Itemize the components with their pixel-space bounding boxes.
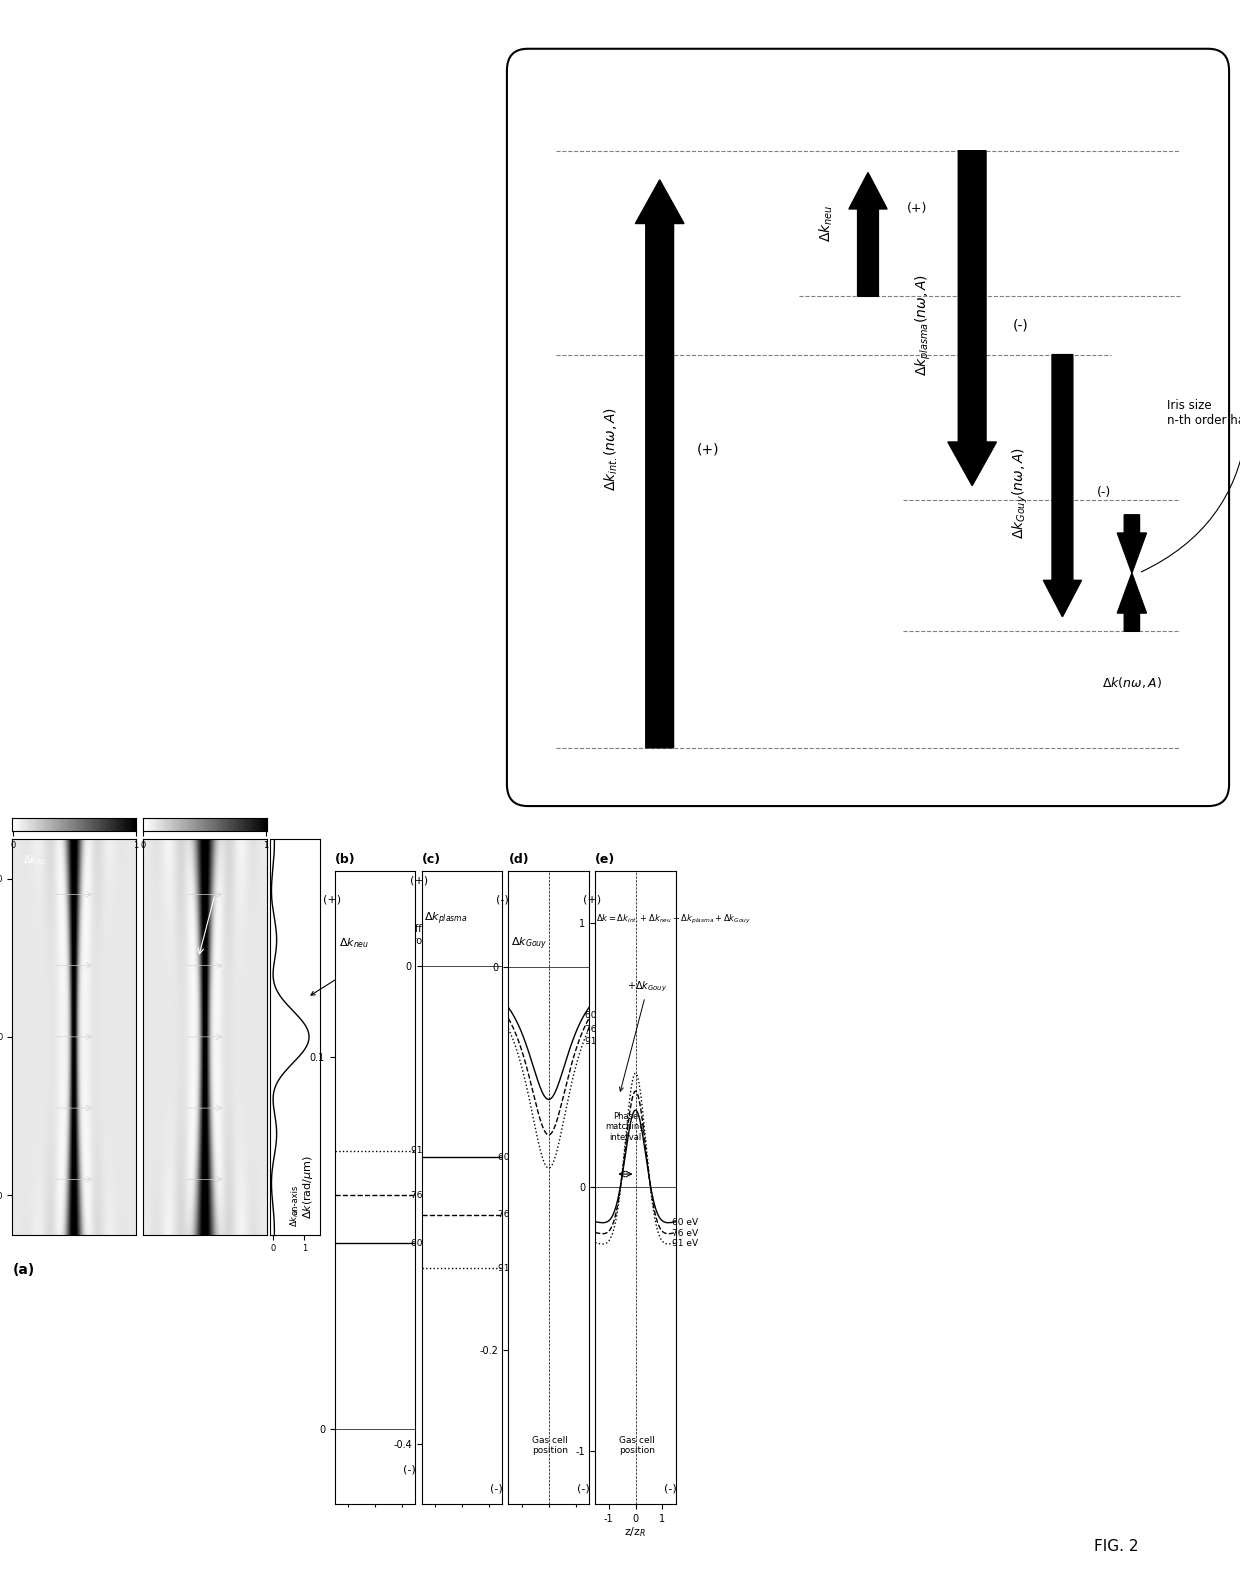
Text: (-): (-): [490, 1483, 503, 1493]
Text: Phase
matching
interval: Phase matching interval: [605, 1111, 645, 1141]
Text: (+): (+): [906, 203, 926, 215]
Text: (-): (-): [1097, 486, 1111, 500]
Text: Defocusing effect
generates strong
$\Delta k_{int.}$: Defocusing effect generates strong $\Del…: [311, 924, 436, 996]
Text: 76 eV: 76 eV: [412, 1190, 438, 1200]
FancyArrow shape: [635, 180, 684, 747]
Text: 60 eV: 60 eV: [585, 1012, 611, 1021]
Text: 91 eV: 91 eV: [585, 1037, 611, 1046]
Text: 91 eV: 91 eV: [498, 1263, 525, 1273]
Text: (+): (+): [697, 442, 719, 456]
Text: 60 eV: 60 eV: [412, 1238, 438, 1247]
Text: (-): (-): [496, 894, 510, 904]
Text: (d): (d): [508, 853, 529, 866]
Text: $\Delta k(n\omega,A)$: $\Delta k(n\omega,A)$: [1102, 674, 1162, 690]
Text: Gas cell
position: Gas cell position: [619, 1436, 655, 1455]
Text: +$\Delta k_{Gouy}$: +$\Delta k_{Gouy}$: [620, 980, 668, 1091]
FancyArrow shape: [947, 150, 997, 486]
X-axis label: z/z$_R$: z/z$_R$: [625, 1524, 646, 1539]
Text: $\Delta k_{int.}$: $\Delta k_{int.}$: [22, 853, 47, 866]
Text: $\Delta k_{plasma}$: $\Delta k_{plasma}$: [424, 910, 467, 928]
Text: 60 eV: 60 eV: [672, 1217, 698, 1227]
FancyArrow shape: [1117, 573, 1147, 632]
Text: 91 eV: 91 eV: [412, 1146, 438, 1156]
Text: Iris size
n-th order harmonic energy: Iris size n-th order harmonic energy: [1141, 399, 1240, 571]
Text: $\Delta k_{neu}$: $\Delta k_{neu}$: [339, 937, 370, 950]
Text: $\Delta k$(rad/$\mu$m): $\Delta k$(rad/$\mu$m): [300, 1156, 315, 1219]
Text: $\Delta k_{plasma}(n\omega,A)$: $\Delta k_{plasma}(n\omega,A)$: [914, 274, 934, 377]
FancyArrow shape: [1117, 514, 1147, 573]
Text: 60 eV: 60 eV: [498, 1152, 525, 1162]
Text: $\Delta k_{neu}$: $\Delta k_{neu}$: [817, 204, 835, 242]
Text: $\Delta k_{int.}(n\omega,A)$: $\Delta k_{int.}(n\omega,A)$: [603, 407, 620, 491]
Text: $\Delta k_{Gouy}$: $\Delta k_{Gouy}$: [511, 936, 547, 953]
FancyArrow shape: [1043, 355, 1081, 617]
Text: (-): (-): [403, 1464, 417, 1474]
Text: on-axis: on-axis: [290, 1184, 300, 1216]
Text: (+): (+): [583, 894, 601, 904]
Text: 76 eV: 76 eV: [585, 1024, 611, 1034]
Text: 76 eV: 76 eV: [672, 1228, 698, 1238]
Text: (e): (e): [595, 853, 615, 866]
Text: (+): (+): [322, 894, 341, 904]
Text: $\Delta k = \Delta k_{int.}+\Delta k_{neu}+\Delta k_{plasma}+\Delta k_{Gouy}$: $\Delta k = \Delta k_{int.}+\Delta k_{ne…: [596, 913, 751, 926]
Text: 91 eV: 91 eV: [672, 1239, 698, 1249]
Text: (-): (-): [663, 1483, 677, 1493]
FancyArrow shape: [849, 173, 887, 296]
Text: (-): (-): [577, 1483, 590, 1493]
Text: (b): (b): [335, 853, 356, 866]
Text: FIG. 2: FIG. 2: [1094, 1539, 1138, 1555]
Text: $\Delta k_{Gouy}(n\omega,A)$: $\Delta k_{Gouy}(n\omega,A)$: [1011, 446, 1030, 538]
FancyBboxPatch shape: [507, 49, 1229, 806]
Text: Gas cell
position: Gas cell position: [532, 1436, 568, 1455]
Text: (+): (+): [409, 875, 428, 885]
Text: (a): (a): [12, 1263, 35, 1277]
Text: (-): (-): [1013, 318, 1029, 332]
Text: (c): (c): [422, 853, 440, 866]
Text: $\Delta k_{int.}$: $\Delta k_{int.}$: [289, 1205, 301, 1227]
Text: 76 eV: 76 eV: [498, 1211, 525, 1219]
